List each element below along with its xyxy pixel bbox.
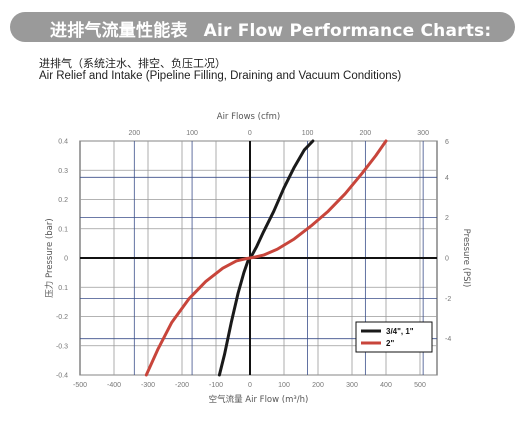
legend-label-1: 2" <box>386 339 394 348</box>
x-tick-label: -500 <box>73 382 87 389</box>
y-axis-title: 压力 Pressure (bar) <box>44 218 55 297</box>
y-tick-label: 0.3 <box>58 168 68 175</box>
x2-tick-label: 300 <box>417 130 429 137</box>
legend-label-0: 3/4", 1" <box>386 327 414 336</box>
y-tick-label: 0.2 <box>58 197 68 204</box>
x-tick-label: 500 <box>414 382 426 389</box>
x2-tick-label: 100 <box>186 130 198 137</box>
series-line-0 <box>217 139 315 377</box>
title-banner: 进排气流量性能表 Air Flow Performance Charts: <box>10 12 515 42</box>
y2-tick-label: -2 <box>445 296 451 303</box>
y2-tick-label: 6 <box>445 139 449 146</box>
x2-tick-label: 100 <box>302 130 314 137</box>
y-tick-label: -0.2 <box>56 314 68 321</box>
title-cn: 进排气流量性能表 <box>50 21 188 41</box>
x-tick-label: 0 <box>248 382 252 389</box>
y-tick-label: 0.1 <box>58 285 68 292</box>
x2-tick-label: 200 <box>360 130 372 137</box>
subtitle-cn: 进排气（系统注水、排空、负压工况） <box>39 57 226 70</box>
x-tick-label: -400 <box>107 382 121 389</box>
y-tick-label: -0.4 <box>56 373 68 380</box>
x-tick-label: -300 <box>141 382 155 389</box>
x-tick-label: 400 <box>380 382 392 389</box>
chart-title: 进排气流量性能表 Air Flow Performance Charts: <box>50 16 491 41</box>
series-line-1 <box>144 139 388 377</box>
x2-axis-title: Air Flows (cfm) <box>217 112 280 122</box>
x2-tick-label: 0 <box>248 130 252 137</box>
y2-tick-label: -4 <box>445 336 451 343</box>
y2-tick-label: 4 <box>445 175 449 182</box>
y2-tick-label: 2 <box>445 215 449 222</box>
x-tick-label: -100 <box>209 382 223 389</box>
legend-box <box>355 321 433 353</box>
x-axis-title: 空气流量 Air Flow (m³/h) <box>209 394 309 405</box>
x-tick-label: 200 <box>312 382 324 389</box>
y-tick-label: 0.1 <box>58 226 68 233</box>
x2-tick-label: 200 <box>128 130 140 137</box>
y-tick-label: 0.4 <box>58 139 68 146</box>
y-tick-label: 0 <box>64 256 68 263</box>
y2-tick-label: 0 <box>445 256 449 263</box>
x-tick-label: -200 <box>175 382 189 389</box>
title-en: Air Flow Performance Charts: <box>203 21 492 41</box>
y2-axis-title: Pressure (PSI) <box>461 229 471 288</box>
y-tick-label: -0.3 <box>56 343 68 350</box>
x-tick-label: 100 <box>278 382 290 389</box>
subtitle-en: Air Relief and Intake (Pipeline Filling,… <box>39 70 402 82</box>
x-tick-label: 300 <box>346 382 358 389</box>
